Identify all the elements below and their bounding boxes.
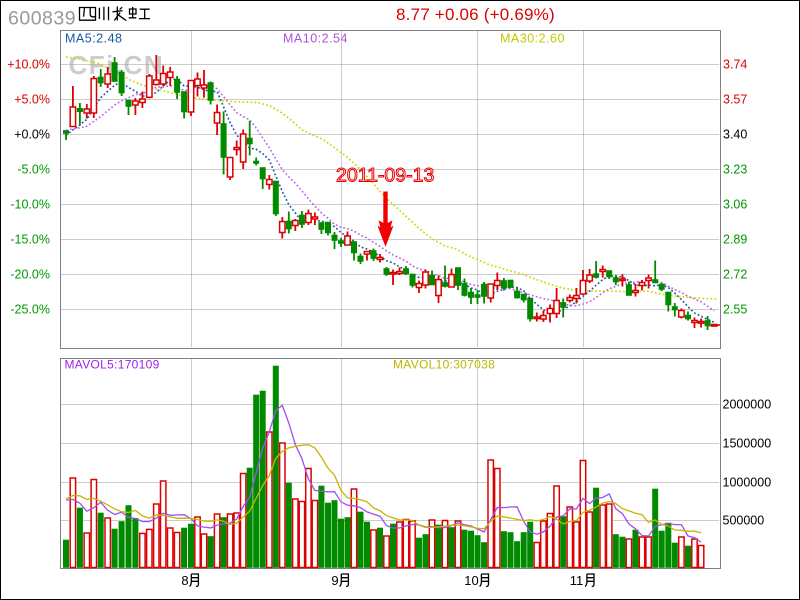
svg-text:-10.0%: -10.0% bbox=[10, 198, 50, 212]
svg-text:-5.0%: -5.0% bbox=[17, 163, 50, 177]
svg-text:9: 9 bbox=[331, 573, 338, 588]
svg-text:500000: 500000 bbox=[723, 514, 765, 528]
svg-text:MAVOL10:307038: MAVOL10:307038 bbox=[393, 358, 495, 372]
svg-text:MA10:2.54: MA10:2.54 bbox=[283, 32, 348, 46]
svg-text:-25.0%: -25.0% bbox=[10, 303, 50, 317]
svg-text:2.72: 2.72 bbox=[723, 268, 747, 282]
svg-text:2.55: 2.55 bbox=[723, 303, 747, 317]
svg-text:2.89: 2.89 bbox=[723, 233, 747, 247]
svg-text:600839: 600839 bbox=[8, 8, 76, 30]
svg-text:MA5:2.48: MA5:2.48 bbox=[65, 32, 123, 46]
svg-text:3.74: 3.74 bbox=[723, 58, 747, 72]
svg-text:+0.0%: +0.0% bbox=[14, 128, 50, 142]
svg-text:3.57: 3.57 bbox=[723, 93, 747, 107]
svg-text:+5.0%: +5.0% bbox=[14, 93, 50, 107]
svg-text:2011-09-13: 2011-09-13 bbox=[336, 165, 434, 187]
svg-text:-20.0%: -20.0% bbox=[10, 268, 50, 282]
svg-text:2000000: 2000000 bbox=[723, 398, 772, 412]
svg-text:8: 8 bbox=[181, 573, 188, 588]
svg-text:11: 11 bbox=[570, 573, 584, 588]
svg-text:+10.0%: +10.0% bbox=[7, 58, 50, 72]
svg-text:3.40: 3.40 bbox=[723, 128, 747, 142]
svg-text:-15.0%: -15.0% bbox=[10, 233, 50, 247]
svg-text:3.06: 3.06 bbox=[723, 198, 747, 212]
svg-text:10: 10 bbox=[464, 573, 478, 588]
svg-text:1500000: 1500000 bbox=[723, 437, 772, 451]
svg-text:1000000: 1000000 bbox=[723, 476, 772, 490]
svg-text:3.23: 3.23 bbox=[723, 163, 747, 177]
svg-text:MAVOL5:170109: MAVOL5:170109 bbox=[65, 358, 160, 372]
svg-text:MA30:2.60: MA30:2.60 bbox=[500, 32, 565, 46]
svg-text:8.77 +0.06 (+0.69%): 8.77 +0.06 (+0.69%) bbox=[396, 5, 555, 24]
